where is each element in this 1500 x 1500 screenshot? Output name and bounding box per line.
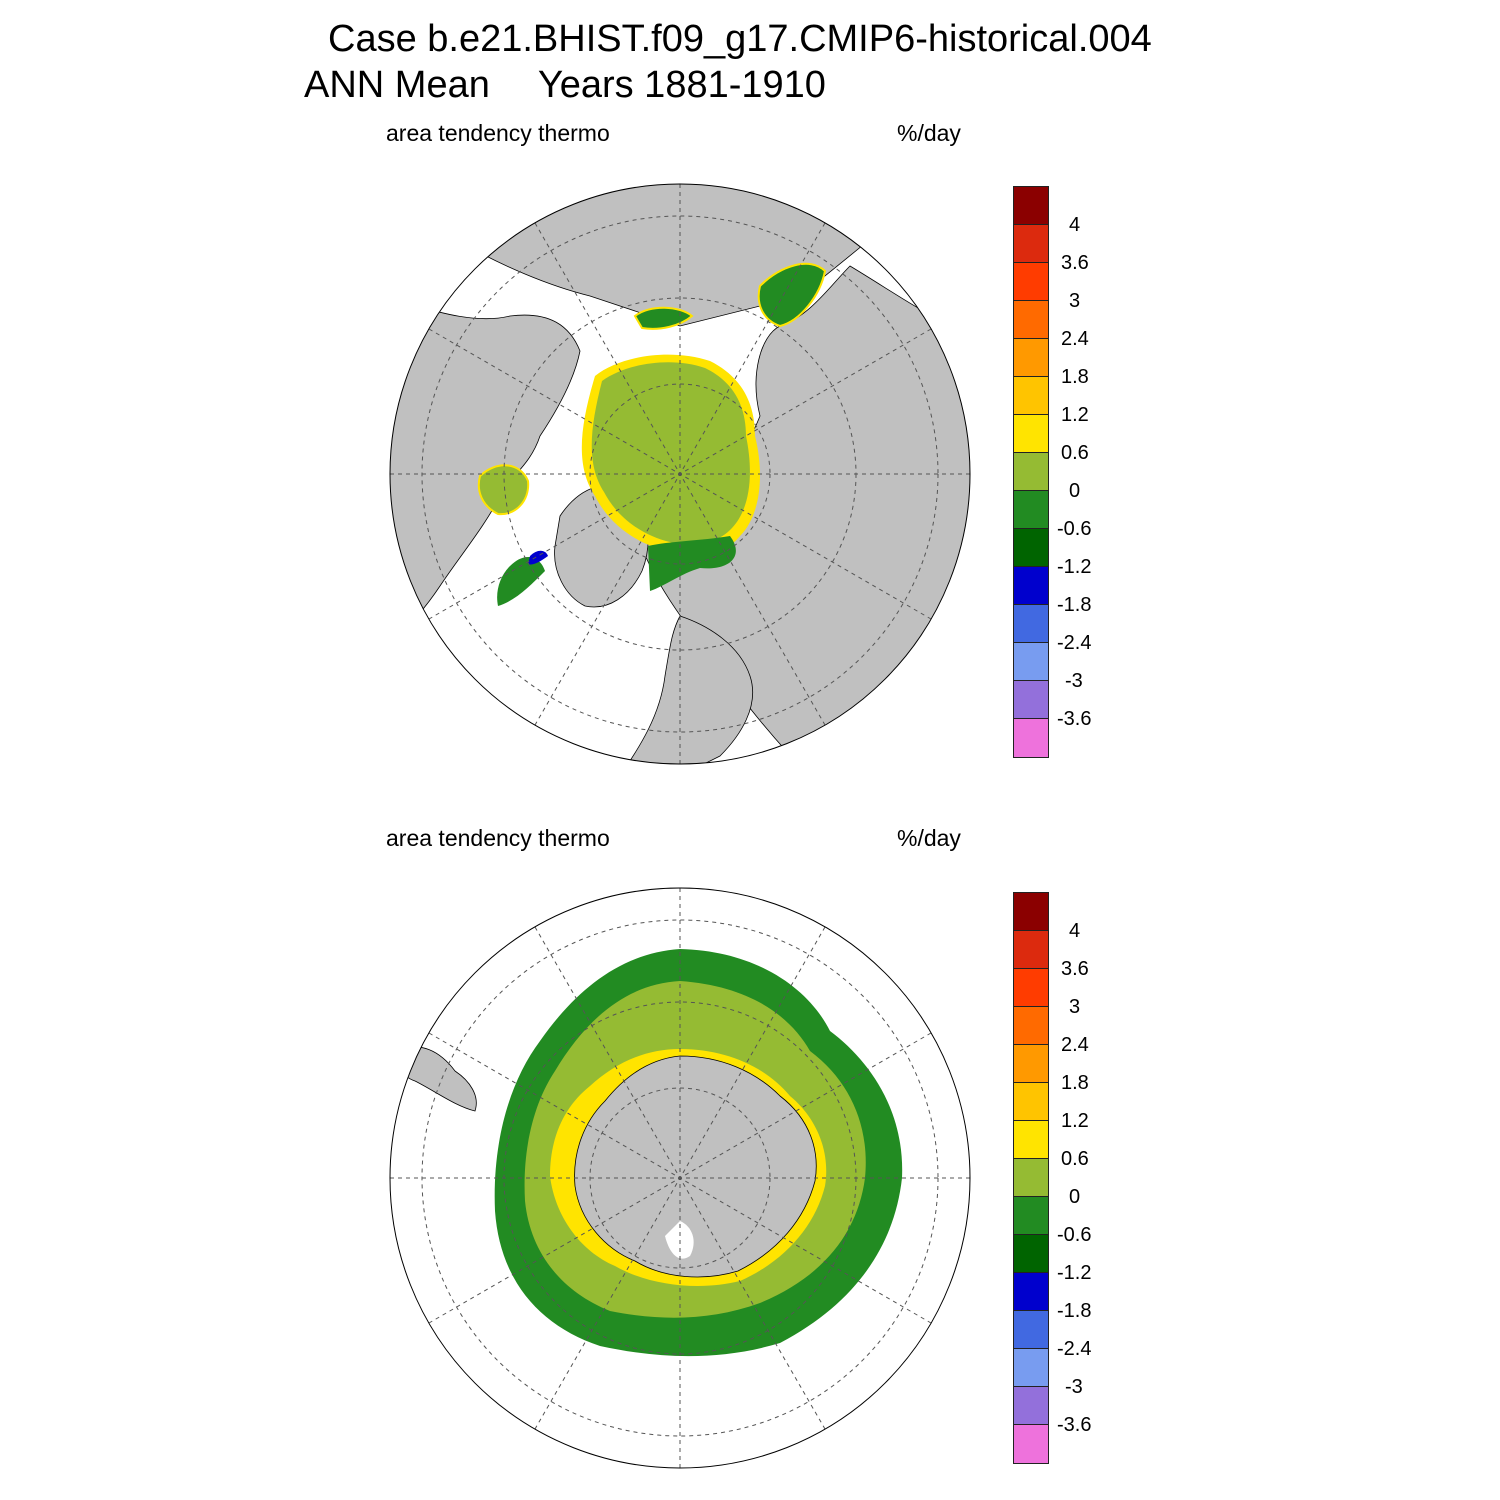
north-units-label: %/day (897, 120, 961, 146)
north-colorbar-box (1014, 377, 1048, 415)
north-colorbar-label: -0.6 (1057, 518, 1092, 540)
north-colorbar-label: -3 (1065, 670, 1083, 692)
south-colorbar-label: -3.6 (1057, 1414, 1092, 1436)
north-colorbar-box (1014, 301, 1048, 339)
south-colorbar-label: 1.8 (1061, 1072, 1089, 1094)
north-colorbar-label: 1.8 (1061, 366, 1089, 388)
south-colorbar-box (1014, 1045, 1048, 1083)
south-colorbar-box (1014, 1311, 1048, 1349)
north-colorbar-label: 1.2 (1061, 404, 1089, 426)
north-colorbar-box (1014, 605, 1048, 643)
north-colorbar-box (1014, 263, 1048, 301)
figure-title-period: ANN Mean Years 1881-1910 (304, 64, 826, 107)
north-colorbar-box (1014, 453, 1048, 491)
north-colorbar-box (1014, 491, 1048, 529)
south-colorbar-box (1014, 969, 1048, 1007)
south-colorbar-label: -0.6 (1057, 1224, 1092, 1246)
north-colorbar-box (1014, 339, 1048, 377)
north-colorbar (1013, 186, 1049, 758)
south-colorbar-box (1014, 1273, 1048, 1311)
south-colorbar-label: -1.2 (1057, 1262, 1092, 1284)
figure-title-case: Case b.e21.BHIST.f09_g17.CMIP6-historica… (328, 18, 1152, 60)
north-colorbar-box (1014, 415, 1048, 453)
south-colorbar-label: 0 (1069, 1186, 1081, 1208)
north-colorbar-label: -1.2 (1057, 556, 1092, 578)
south-colorbar-box (1014, 1349, 1048, 1387)
south-colorbar-box (1014, 1007, 1048, 1045)
north-colorbar-box (1014, 719, 1048, 757)
south-colorbar-box (1014, 1121, 1048, 1159)
south-colorbar-label: 4 (1069, 920, 1081, 942)
south-colorbar-box (1014, 1197, 1048, 1235)
north-ice-okhotsk (757, 262, 827, 328)
north-ice-baffin-negative (528, 550, 548, 565)
north-colorbar-box (1014, 529, 1048, 567)
north-colorbar-label: 0.6 (1061, 442, 1089, 464)
south-colorbar-box (1014, 931, 1048, 969)
south-colorbar-box (1014, 1159, 1048, 1197)
north-variable-label: area tendency thermo (386, 120, 610, 146)
north-colorbar-label: 3.6 (1061, 252, 1089, 274)
south-colorbar-box (1014, 1235, 1048, 1273)
north-land-europe (619, 615, 754, 764)
period-label: ANN Mean (304, 64, 490, 106)
north-colorbar-label: 3 (1069, 290, 1081, 312)
years-label: Years 1881-1910 (537, 64, 826, 106)
north-colorbar-label: -2.4 (1057, 632, 1092, 654)
north-colorbar-box (1014, 681, 1048, 719)
south-colorbar-box (1014, 1083, 1048, 1121)
north-land-northamerica (390, 295, 581, 647)
south-colorbar-label: -2.4 (1057, 1338, 1092, 1360)
south-colorbar-label: 3 (1069, 996, 1081, 1018)
north-ice-labrador (497, 556, 545, 606)
north-colorbar-label: -1.8 (1057, 594, 1092, 616)
south-colorbar-box (1014, 1425, 1048, 1463)
south-units-label: %/day (897, 825, 961, 851)
north-colorbar-label: 2.4 (1061, 328, 1089, 350)
north-polar-map (389, 183, 971, 765)
south-colorbar-box (1014, 893, 1048, 931)
north-colorbar-box (1014, 567, 1048, 605)
north-colorbar-label: 4 (1069, 214, 1081, 236)
north-colorbar-label: 0 (1069, 480, 1081, 502)
south-colorbar-label: -3 (1065, 1376, 1083, 1398)
north-colorbar-box (1014, 225, 1048, 263)
north-colorbar-label: -3.6 (1057, 708, 1092, 730)
south-colorbar-label: 1.2 (1061, 1110, 1089, 1132)
south-colorbar-box (1014, 1387, 1048, 1425)
south-land-weddell-cut (665, 1221, 694, 1259)
south-variable-label: area tendency thermo (386, 825, 610, 851)
south-colorbar-label: 0.6 (1061, 1148, 1089, 1170)
north-ice-interior (591, 362, 750, 545)
south-colorbar-label: 3.6 (1061, 958, 1089, 980)
north-colorbar-box (1014, 643, 1048, 681)
south-colorbar-label: 2.4 (1061, 1034, 1089, 1056)
south-colorbar-label: -1.8 (1057, 1300, 1092, 1322)
north-ice-bering (633, 306, 694, 330)
south-colorbar (1013, 892, 1049, 1464)
south-polar-map (389, 887, 971, 1469)
north-colorbar-box (1014, 187, 1048, 225)
